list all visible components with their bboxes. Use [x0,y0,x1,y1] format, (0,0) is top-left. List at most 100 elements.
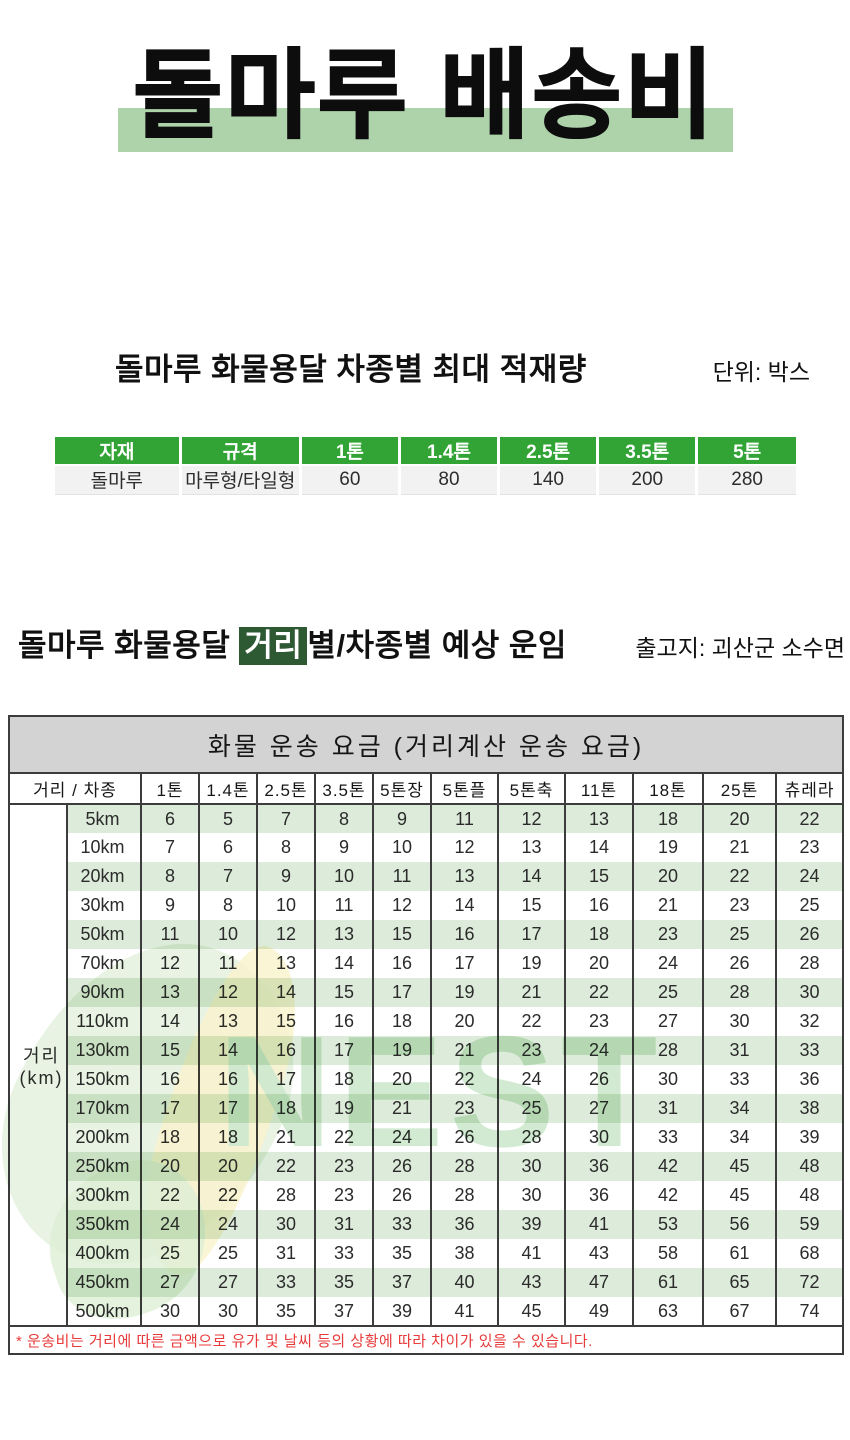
capacity-cell: 200 [597,465,699,495]
fare-cell: 33 [774,1036,845,1065]
fare-cell: 25 [497,1094,566,1123]
fare-cell: 42 [632,1181,704,1210]
fare-title-suffix: 별/차종별 예상 운임 [307,628,567,663]
fare-cell: 22 [430,1065,499,1094]
fare-cell: 12 [430,833,499,862]
fare-cell: 30 [198,1297,258,1326]
fare-cell: 53 [632,1210,704,1239]
fare-cell: 18 [198,1123,258,1152]
table-row: 90km 13 12 14 15 17 19 21 22 25 28 30 [9,978,845,1007]
fare-section-title: 돌마루 화물용달 거리 별/차종별 예상 운임 [18,620,567,665]
fare-cell: 13 [314,920,374,949]
fare-cell: 9 [372,804,432,833]
fare-cell: 28 [497,1123,566,1152]
table-row: 30km 9 8 10 11 12 14 15 16 21 23 25 [9,891,845,920]
fare-cell: 15 [497,891,566,920]
fare-cell: 37 [314,1297,374,1326]
vehicle-header-cell: 11톤 [564,772,634,805]
capacity-cell: 돌마루 [55,465,182,495]
fare-cell: 34 [702,1123,777,1152]
fare-cell: 56 [702,1210,777,1239]
fare-cell: 30 [497,1152,566,1181]
fare-cell: 24 [632,949,704,978]
fare-cell: 59 [774,1210,845,1239]
fare-cell: 25 [774,891,845,920]
vehicle-header-cell: 18톤 [632,772,704,805]
distance-cell: 110km [66,1007,142,1036]
fare-cell: 11 [198,949,258,978]
fare-cell: 24 [140,1210,200,1239]
distance-cell: 70km [66,949,142,978]
fare-cell: 17 [314,1036,374,1065]
capacity-section-heading: 돌마루 화물용달 차종별 최대 적재량 단위: 박스 [115,344,810,389]
fare-cell: 26 [372,1181,432,1210]
fare-table: 화물 운송 요금 (거리계산 운송 요금) 거리 / 차종 1톤 1.4톤 2.5톤… [8,715,845,1355]
table-row: 130km 15 14 16 17 19 21 23 24 28 31 33 [9,1036,845,1065]
capacity-cell: 140 [498,465,600,495]
fare-cell: 63 [632,1297,704,1326]
table-row: 150km 16 16 17 18 20 22 24 26 30 33 36 [9,1065,845,1094]
fare-cell: 24 [564,1036,634,1065]
capacity-header-cell: 5톤 [696,437,796,466]
fare-cell: 23 [564,1007,634,1036]
fare-cell: 26 [774,920,845,949]
fare-cell: 28 [702,978,777,1007]
capacity-cell: 80 [399,465,501,495]
fare-cell: 21 [372,1094,432,1123]
fare-cell: 47 [564,1268,634,1297]
fare-cell: 27 [140,1268,200,1297]
fare-cell: 16 [564,891,634,920]
fare-cell: 23 [774,833,845,862]
fare-cell: 27 [632,1007,704,1036]
fare-cell: 19 [372,1036,432,1065]
distance-cell: 350km [66,1210,142,1239]
table-row: 350km 24 24 30 31 33 36 39 41 53 56 59 [9,1210,845,1239]
fare-cell: 43 [564,1239,634,1268]
fare-cell: 17 [140,1094,200,1123]
distance-cell: 450km [66,1268,142,1297]
fare-cell: 61 [632,1268,704,1297]
fare-table-body: 거리 (km) 5km 6 5 7 8 9 11 12 13 18 20 22 10km 7 6 8 9 10 12 13… [8,804,845,1326]
fare-cell: 20 [702,804,777,833]
fare-cell: 30 [632,1065,704,1094]
fare-cell: 14 [140,1007,200,1036]
fare-cell: 13 [430,862,499,891]
fare-cell: 10 [256,891,316,920]
fare-cell: 72 [774,1268,845,1297]
fare-cell: 14 [564,833,634,862]
fare-cell: 24 [774,862,845,891]
fare-cell: 24 [198,1210,258,1239]
fare-cell: 11 [140,920,200,949]
hero-header: 돌마루 배송비 [0,0,850,230]
fare-cell: 43 [497,1268,566,1297]
table-row: 500km 30 30 35 37 39 41 45 49 63 67 74 [9,1297,845,1326]
page-title: 돌마루 배송비 [132,40,717,151]
distance-cell: 30km [66,891,142,920]
fare-cell: 25 [198,1239,258,1268]
fare-cell: 39 [774,1123,845,1152]
fare-cell: 14 [430,891,499,920]
fare-section-heading: 돌마루 화물용달 거리 별/차종별 예상 운임 출고지: 괴산군 소수면 [18,620,845,665]
distance-cell: 500km [66,1297,142,1326]
capacity-header-cell: 자재 [55,437,182,466]
fare-cell: 36 [774,1065,845,1094]
capacity-header-cell: 2.5톤 [498,437,600,466]
fare-cell: 12 [256,920,316,949]
fare-cell: 42 [632,1152,704,1181]
fare-cell: 19 [632,833,704,862]
fare-cell: 7 [198,862,258,891]
table-row: 10km 7 6 8 9 10 12 13 14 19 21 23 [9,833,845,862]
fare-title-highlight: 거리 [239,627,308,665]
fare-cell: 30 [564,1123,634,1152]
fare-table-title: 화물 운송 요금 (거리계산 운송 요금) [9,716,844,774]
fare-cell: 8 [314,804,374,833]
fare-cell: 9 [140,891,200,920]
fare-cell: 28 [774,949,845,978]
table-row: 110km 14 13 15 16 18 20 22 23 27 30 32 [9,1007,845,1036]
fare-cell: 12 [372,891,432,920]
fare-cell: 68 [774,1239,845,1268]
fare-cell: 33 [632,1123,704,1152]
fare-cell: 14 [497,862,566,891]
fare-cell: 20 [632,862,704,891]
